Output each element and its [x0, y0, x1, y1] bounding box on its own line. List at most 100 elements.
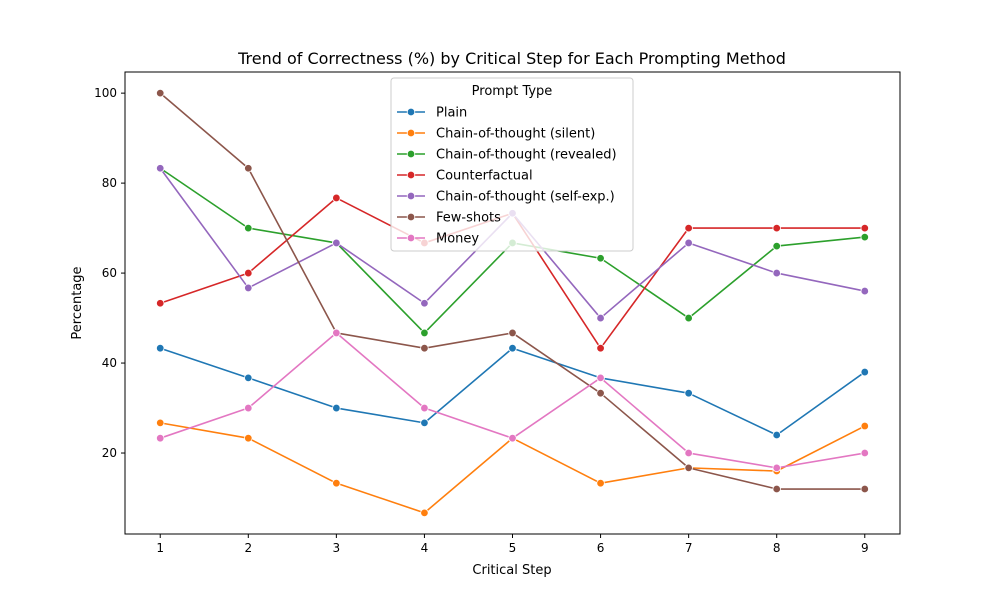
- series-1: [156, 344, 869, 440]
- data-point: [244, 283, 253, 293]
- y-axis-title: Percentage: [70, 266, 85, 339]
- data-point: [156, 164, 165, 173]
- legend-label: Few-shots: [436, 211, 501, 226]
- legend-label: Chain-of-thought (self-exp.): [436, 190, 615, 205]
- data-point: [596, 388, 605, 398]
- data-point: [860, 421, 869, 431]
- legend-marker-swatch: [406, 107, 416, 117]
- chart-title: Trend of Correctness (%) by Critical Ste…: [237, 49, 786, 68]
- data-point: [684, 223, 693, 233]
- data-point: [156, 299, 165, 308]
- data-point: [508, 328, 517, 338]
- x-tick-label: 5: [509, 541, 517, 555]
- x-tick-label: 9: [861, 541, 869, 555]
- legend-items: Plain Chain-of-thought (silent) Chain-of-t…: [397, 106, 617, 247]
- data-point: [860, 223, 869, 233]
- data-point: [420, 344, 429, 353]
- data-point: [156, 433, 165, 443]
- data-point: [332, 193, 341, 203]
- legend-box: [390, 77, 634, 252]
- y-tick-label: 40: [102, 356, 117, 370]
- data-point: [860, 286, 869, 296]
- y-tick-label: 80: [102, 176, 117, 190]
- data-point: [596, 313, 605, 323]
- x-tick-label: 6: [597, 541, 605, 555]
- legend-item: Plain: [397, 106, 467, 121]
- data-point: [596, 373, 605, 383]
- x-tick-label: 8: [773, 541, 781, 555]
- legend-marker-swatch: [406, 149, 416, 159]
- legend-item: Chain-of-thought (self-exp.): [397, 190, 615, 205]
- data-point: [684, 238, 693, 248]
- data-point: [596, 478, 605, 488]
- x-axis-title: Critical Step: [472, 563, 551, 578]
- legend-label: Chain-of-thought (revealed): [436, 148, 617, 163]
- data-point: [772, 484, 781, 494]
- data-point: [860, 367, 869, 377]
- legend-marker-swatch: [406, 212, 416, 222]
- data-point: [244, 223, 253, 233]
- data-point: [772, 241, 781, 251]
- data-point: [684, 388, 693, 398]
- data-point: [244, 268, 253, 278]
- data-point: [684, 463, 693, 473]
- series-6: [156, 88, 869, 494]
- data-point: [420, 508, 429, 518]
- data-point: [860, 232, 869, 242]
- x-tick-label: 7: [685, 541, 693, 555]
- data-point: [244, 403, 253, 413]
- x-axis: 1 2 3 4 5 6 7 8 9: [156, 534, 869, 555]
- data-point: [332, 478, 341, 488]
- data-point: [596, 344, 605, 353]
- data-point: [156, 88, 165, 98]
- series-7: [156, 328, 869, 473]
- data-point: [596, 254, 605, 263]
- data-point: [420, 299, 429, 308]
- data-point: [772, 223, 781, 233]
- legend-marker-swatch: [406, 128, 416, 138]
- x-tick-label: 1: [156, 541, 164, 555]
- data-point: [420, 418, 429, 428]
- data-point: [508, 433, 517, 443]
- legend-item: Chain-of-thought (revealed): [397, 148, 617, 163]
- legend-marker-swatch: [406, 233, 416, 243]
- legend-item: Few-shots: [397, 211, 501, 226]
- data-point: [420, 328, 429, 338]
- legend-label: Counterfactual: [436, 169, 533, 184]
- data-point: [772, 430, 781, 440]
- y-tick-label: 100: [94, 86, 117, 100]
- legend-title: Prompt Type: [472, 84, 553, 99]
- legend-item: Counterfactual: [397, 169, 533, 184]
- data-point: [332, 328, 341, 338]
- series-5: [156, 164, 869, 323]
- data-point: [332, 238, 341, 248]
- legend-label: Chain-of-thought (silent): [436, 127, 595, 142]
- data-point: [772, 268, 781, 278]
- data-point: [156, 418, 165, 428]
- data-point: [244, 164, 253, 173]
- data-point: [508, 344, 517, 353]
- legend-label: Money: [436, 232, 479, 247]
- data-point: [684, 448, 693, 458]
- legend-label: Plain: [436, 106, 467, 121]
- data-point: [244, 433, 253, 443]
- y-tick-label: 20: [102, 446, 117, 460]
- data-point: [772, 463, 781, 473]
- x-tick-label: 4: [421, 541, 429, 555]
- data-point: [860, 484, 869, 494]
- data-point: [244, 373, 253, 383]
- legend-marker-swatch: [406, 191, 416, 201]
- legend-marker-swatch: [406, 170, 416, 180]
- data-point: [684, 313, 693, 323]
- data-point: [860, 448, 869, 458]
- data-point: [156, 344, 165, 353]
- x-tick-label: 3: [333, 541, 341, 555]
- data-point: [332, 403, 341, 413]
- data-point: [420, 403, 429, 413]
- x-tick-label: 2: [244, 541, 252, 555]
- y-tick-label: 60: [102, 266, 117, 280]
- y-axis: 20 40 60 80 100: [94, 86, 125, 460]
- legend-item: Chain-of-thought (silent): [397, 127, 595, 142]
